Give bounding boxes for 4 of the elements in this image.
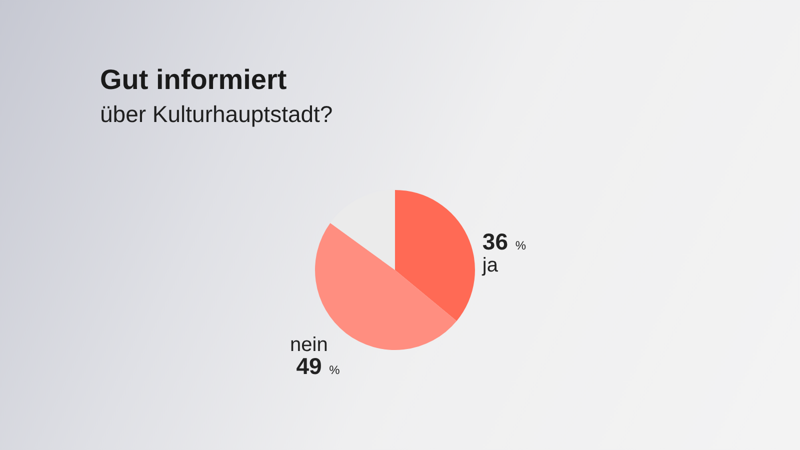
slice-label: ja [481, 254, 499, 277]
chart-subtitle: über Kulturhauptstadt? [100, 101, 333, 128]
data-label: 36 % [482, 228, 526, 255]
chart-title: Gut informiert [100, 64, 287, 96]
